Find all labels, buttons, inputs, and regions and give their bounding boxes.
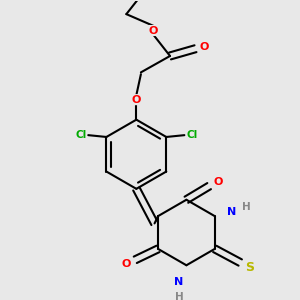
Text: Cl: Cl xyxy=(186,130,197,140)
Text: O: O xyxy=(132,95,141,105)
Text: H: H xyxy=(242,202,251,212)
Text: Cl: Cl xyxy=(75,130,87,140)
Text: N: N xyxy=(175,277,184,286)
Text: O: O xyxy=(122,260,131,269)
Text: N: N xyxy=(226,207,236,217)
Text: S: S xyxy=(245,261,254,274)
Text: H: H xyxy=(175,292,184,300)
Text: O: O xyxy=(200,42,209,52)
Text: O: O xyxy=(149,26,158,35)
Text: O: O xyxy=(214,177,223,187)
